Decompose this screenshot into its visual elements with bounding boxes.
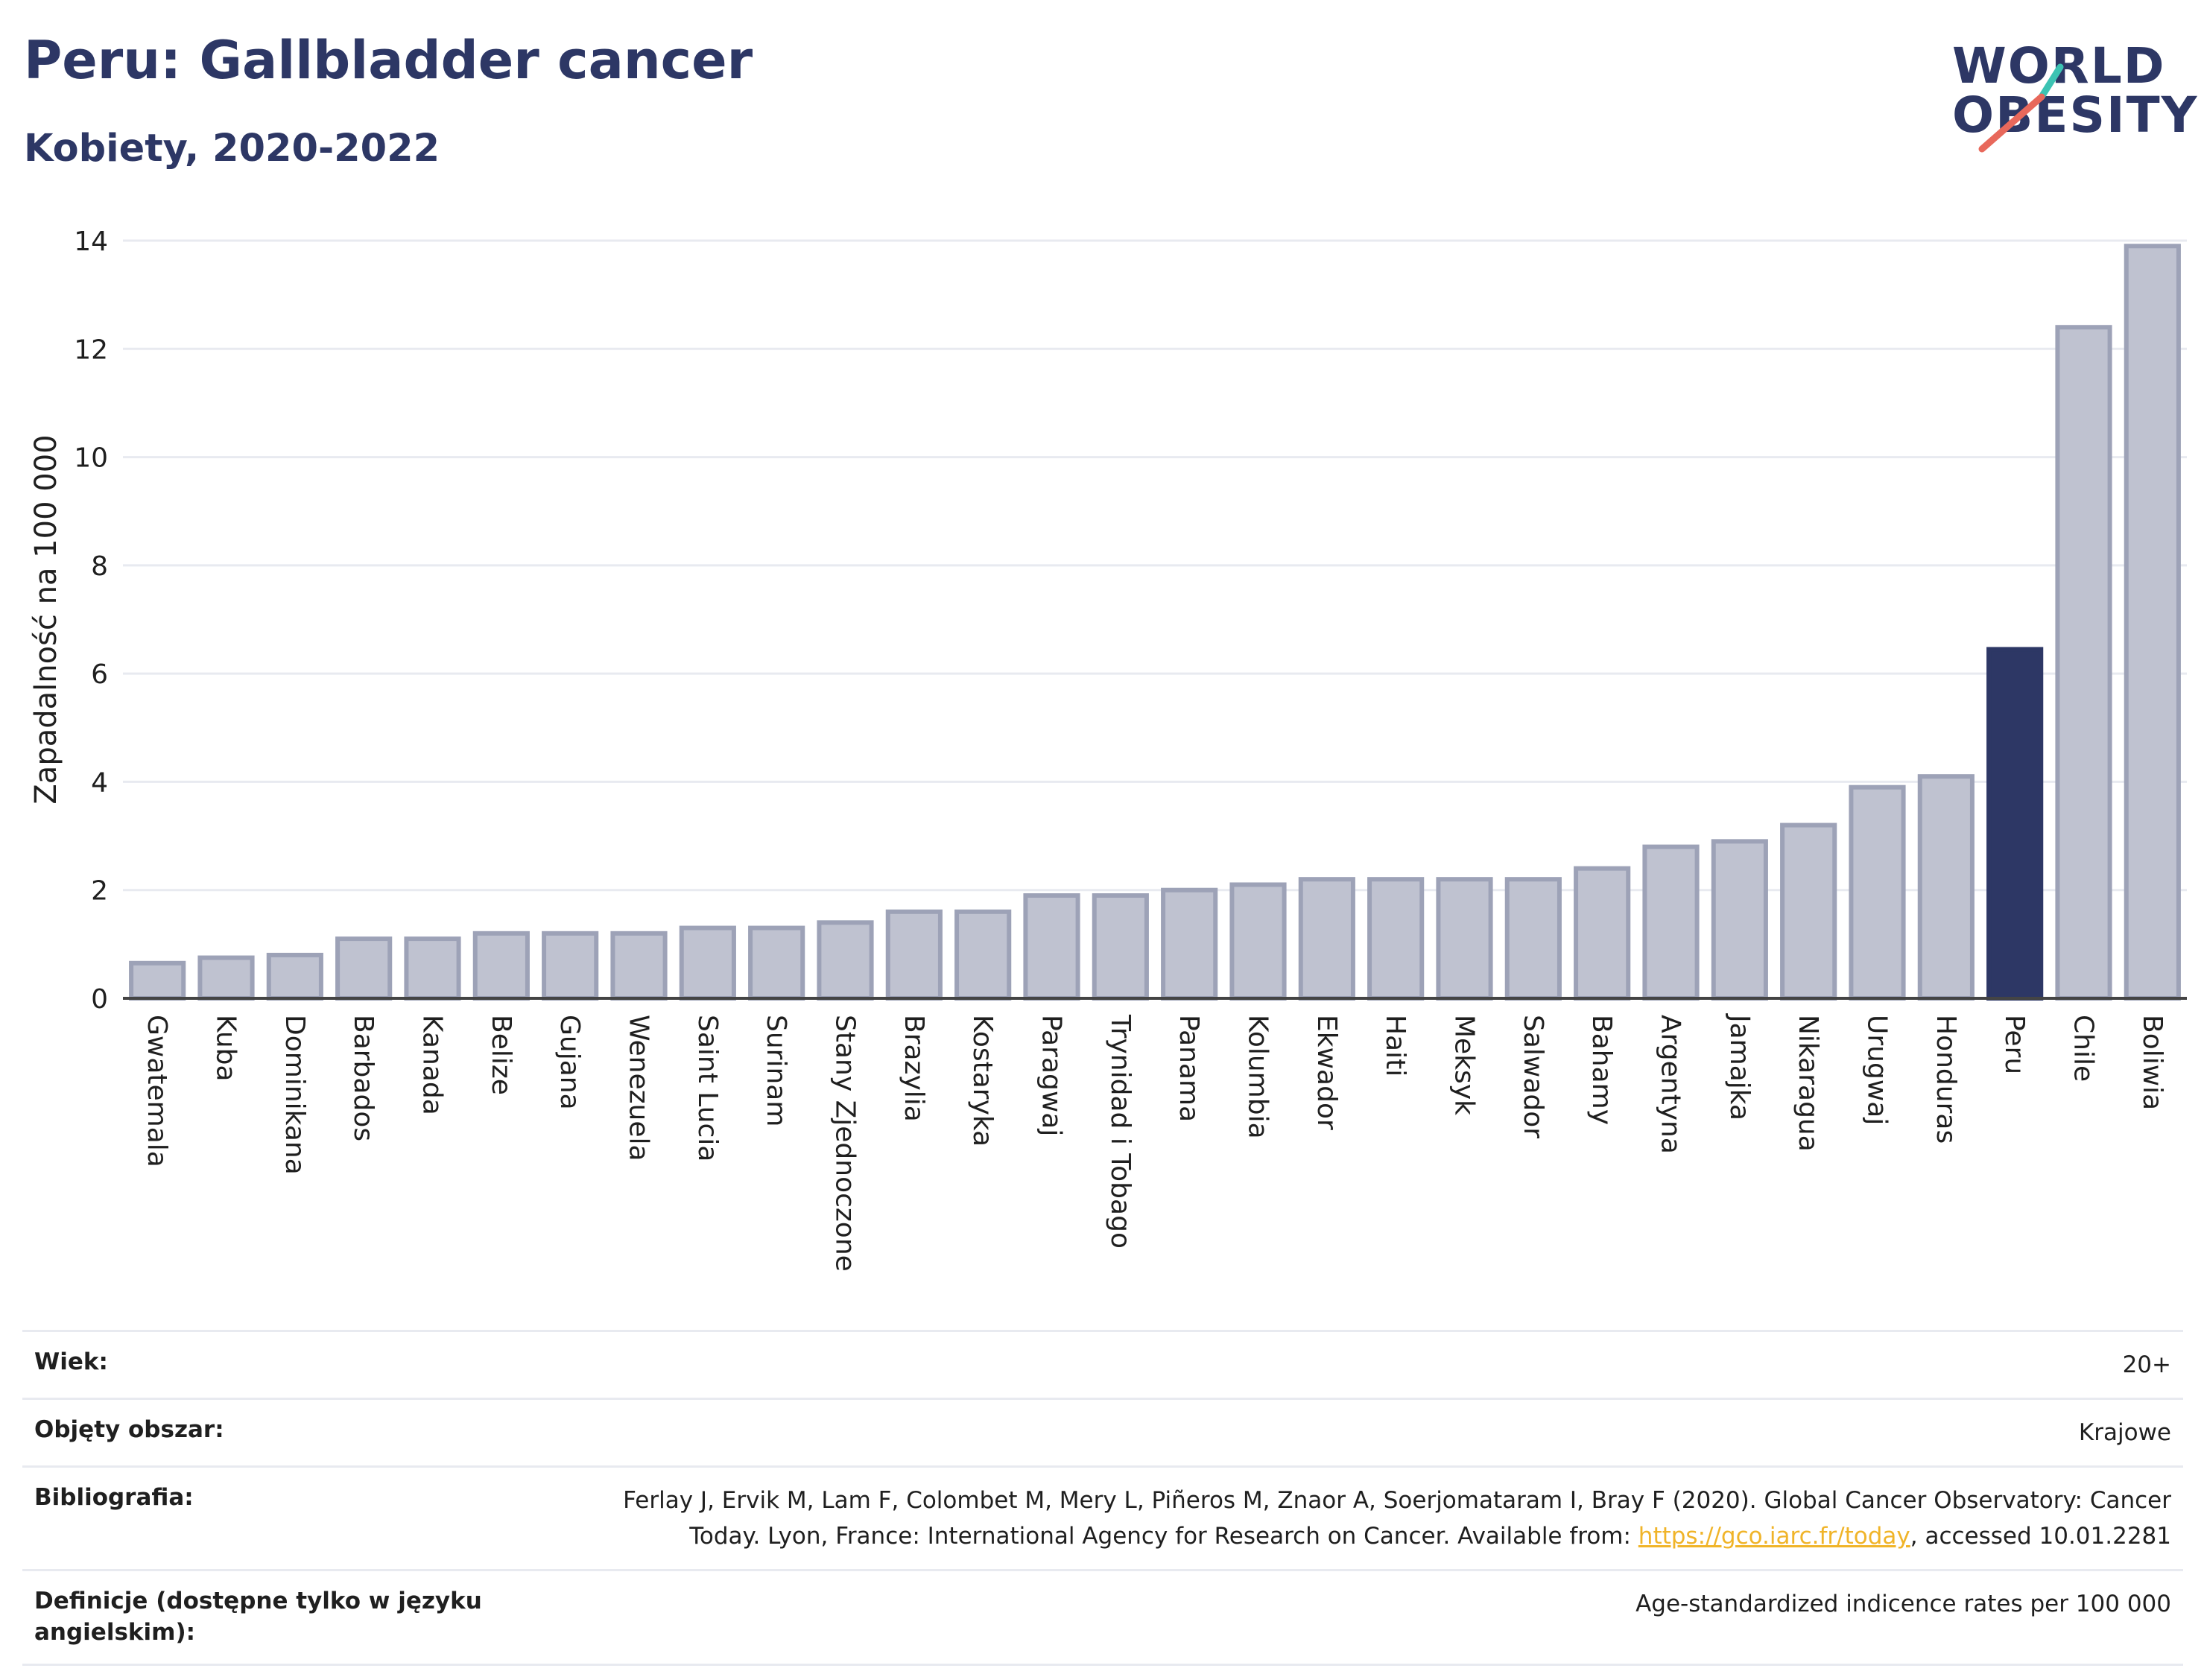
bar-meksyk [1436, 877, 1493, 1001]
x-tick-label: Chile [2068, 1015, 2099, 1082]
footer-row-area: Objęty obszar: Krajowe [22, 1398, 2183, 1465]
y-axis-label: Zapadalność na 100 000 [29, 434, 63, 804]
x-tick-label: Surinam [761, 1015, 791, 1126]
x-tick-label: Haiti [1380, 1015, 1410, 1077]
x-tick-label: Kolumbia [1243, 1015, 1273, 1139]
y-tick-label: 8 [91, 551, 108, 582]
x-tick-label: Paragwaj [1036, 1015, 1067, 1136]
x-tick-label: Belize [486, 1015, 516, 1095]
footer-row-bibliography: Bibliografia: Ferlay J, Ervik M, Lam F, … [22, 1465, 2183, 1569]
bar-kostaryka [954, 909, 1012, 1001]
x-tick-label: Gujana [554, 1015, 585, 1110]
x-tick-label: Saint Lucia [692, 1015, 723, 1161]
x-tick-label: Trynidad i Tobago [1105, 1014, 1136, 1249]
y-tick-label: 6 [91, 659, 108, 690]
bar-bahamy [1574, 866, 1631, 1001]
x-tick-label: Ekwador [1311, 1015, 1342, 1130]
footer-label: Wiek: [34, 1348, 108, 1375]
grid-lines [123, 239, 2187, 892]
x-tick-label: Panama [1174, 1015, 1204, 1122]
logo-slash-icon [1978, 63, 2064, 153]
bar-peru [1986, 647, 2044, 1001]
bar-chart: 0 2 4 6 8 10 12 14 Gwatemala Kuba Dominikana Barba… [29, 226, 2187, 1272]
bar-honduras [1917, 774, 1975, 1001]
footer-label: Objęty obszar: [34, 1416, 224, 1444]
bar-salwador [1504, 877, 1562, 1001]
bibliography-line1: Ferlay J, Ervik M, Lam F, Colombet M, Me… [623, 1487, 2171, 1515]
bar-jamajka [1711, 839, 1768, 1001]
world-obesity-logo: WORLD OBESITY [1937, 22, 2197, 164]
footer-row-definitions: Definicje (dostępne tylko w języku angie… [22, 1569, 2183, 1666]
footer-value: Krajowe [2078, 1419, 2171, 1447]
bar-haiti [1367, 877, 1425, 1001]
bibliography-line2: Today. Lyon, France: International Agenc… [689, 1523, 1638, 1550]
x-tick-label: Honduras [1931, 1015, 1961, 1144]
x-tick-label: Dominikana [279, 1015, 310, 1175]
footer-value: Ferlay J, Ervik M, Lam F, Colombet M, Me… [623, 1483, 2171, 1554]
x-axis-labels: Gwatemala Kuba Dominikana Barbados Kanada Bel… [142, 1013, 2167, 1272]
x-tick-label: Kostaryka [967, 1015, 998, 1147]
x-tick-label: Urugwaj [1862, 1015, 1893, 1125]
bar-gujana [542, 931, 599, 1001]
bar-panama [1161, 887, 1218, 1001]
bar-urugwaj [1849, 784, 1906, 1001]
x-tick-label: Gwatemala [142, 1015, 172, 1167]
footer-value: Age-standardized indicence rates per 100… [1635, 1591, 2171, 1618]
bar-dominikana [266, 952, 323, 1001]
bar-boliwia [2124, 244, 2181, 1001]
x-tick-label: Argentyna [1656, 1015, 1686, 1154]
bar-argentyna [1642, 844, 1700, 1001]
y-tick-label: 4 [91, 767, 108, 798]
bar-surinam [748, 925, 805, 1001]
bibliography-accessed: , accessed 10.01.2281 [1910, 1523, 2171, 1550]
footer-row-age: Wiek: 20+ [22, 1330, 2183, 1398]
footer-label: Definicje (dostępne tylko w języku angie… [34, 1588, 482, 1646]
y-tick-label: 0 [91, 984, 108, 1015]
bar-wenezuela [610, 931, 668, 1001]
bar-chile [2055, 325, 2112, 1001]
bar-trynidad-i-tobago [1092, 893, 1149, 1001]
footer-value: 20+ [2122, 1351, 2171, 1378]
bar-gwatemala [129, 960, 186, 1001]
bar-kanada [404, 936, 461, 1001]
x-tick-label: Stany Zjednoczone [830, 1015, 861, 1272]
bar-brazylia [885, 909, 943, 1001]
x-tick-label: Brazylia [899, 1015, 929, 1122]
x-tick-label: Kuba [211, 1015, 241, 1082]
logo-text-line2: OBESITY [1952, 86, 2199, 144]
bar-kolumbia [1229, 882, 1287, 1001]
bar-nikaragua [1780, 822, 1837, 1001]
x-tick-label: Bahamy [1586, 1015, 1617, 1125]
metadata-table: Wiek: 20+ Objęty obszar: Krajowe Bibliog… [22, 1330, 2183, 1666]
bar-stany-zjednoczone [817, 920, 874, 1001]
x-tick-label: Wenezuela [624, 1015, 654, 1161]
x-tick-label: Peru [1999, 1015, 2030, 1074]
x-tick-label: Salwador [1518, 1015, 1548, 1138]
y-axis-ticks: 0 2 4 6 8 10 12 14 [74, 226, 108, 1015]
x-tick-label: Meksyk [1449, 1015, 1480, 1115]
bar-kuba [197, 955, 255, 1001]
bars [129, 244, 2181, 1001]
bar-ekwador [1298, 877, 1355, 1001]
y-tick-label: 2 [91, 876, 108, 907]
x-tick-label: Kanada [417, 1015, 448, 1115]
page-subtitle: Kobiety, 2020-2022 [24, 127, 440, 171]
source-link[interactable]: https://gco.iarc.fr/today [1638, 1523, 1910, 1550]
page-title: Peru: Gallbladder cancer [24, 30, 753, 91]
x-tick-label: Boliwia [2137, 1015, 2167, 1110]
x-tick-label: Jamajka [1724, 1013, 1755, 1120]
x-tick-label: Nikaragua [1793, 1015, 1823, 1152]
bar-barbados [335, 936, 393, 1001]
y-tick-label: 10 [74, 443, 108, 474]
x-tick-label: Barbados [348, 1015, 379, 1141]
bar-paragwaj [1023, 893, 1080, 1001]
y-tick-label: 14 [74, 226, 108, 257]
y-tick-label: 12 [74, 335, 108, 365]
bar-saint-lucia [679, 925, 736, 1001]
bar-belize [472, 931, 530, 1001]
footer-label: Bibliografia: [34, 1484, 194, 1512]
